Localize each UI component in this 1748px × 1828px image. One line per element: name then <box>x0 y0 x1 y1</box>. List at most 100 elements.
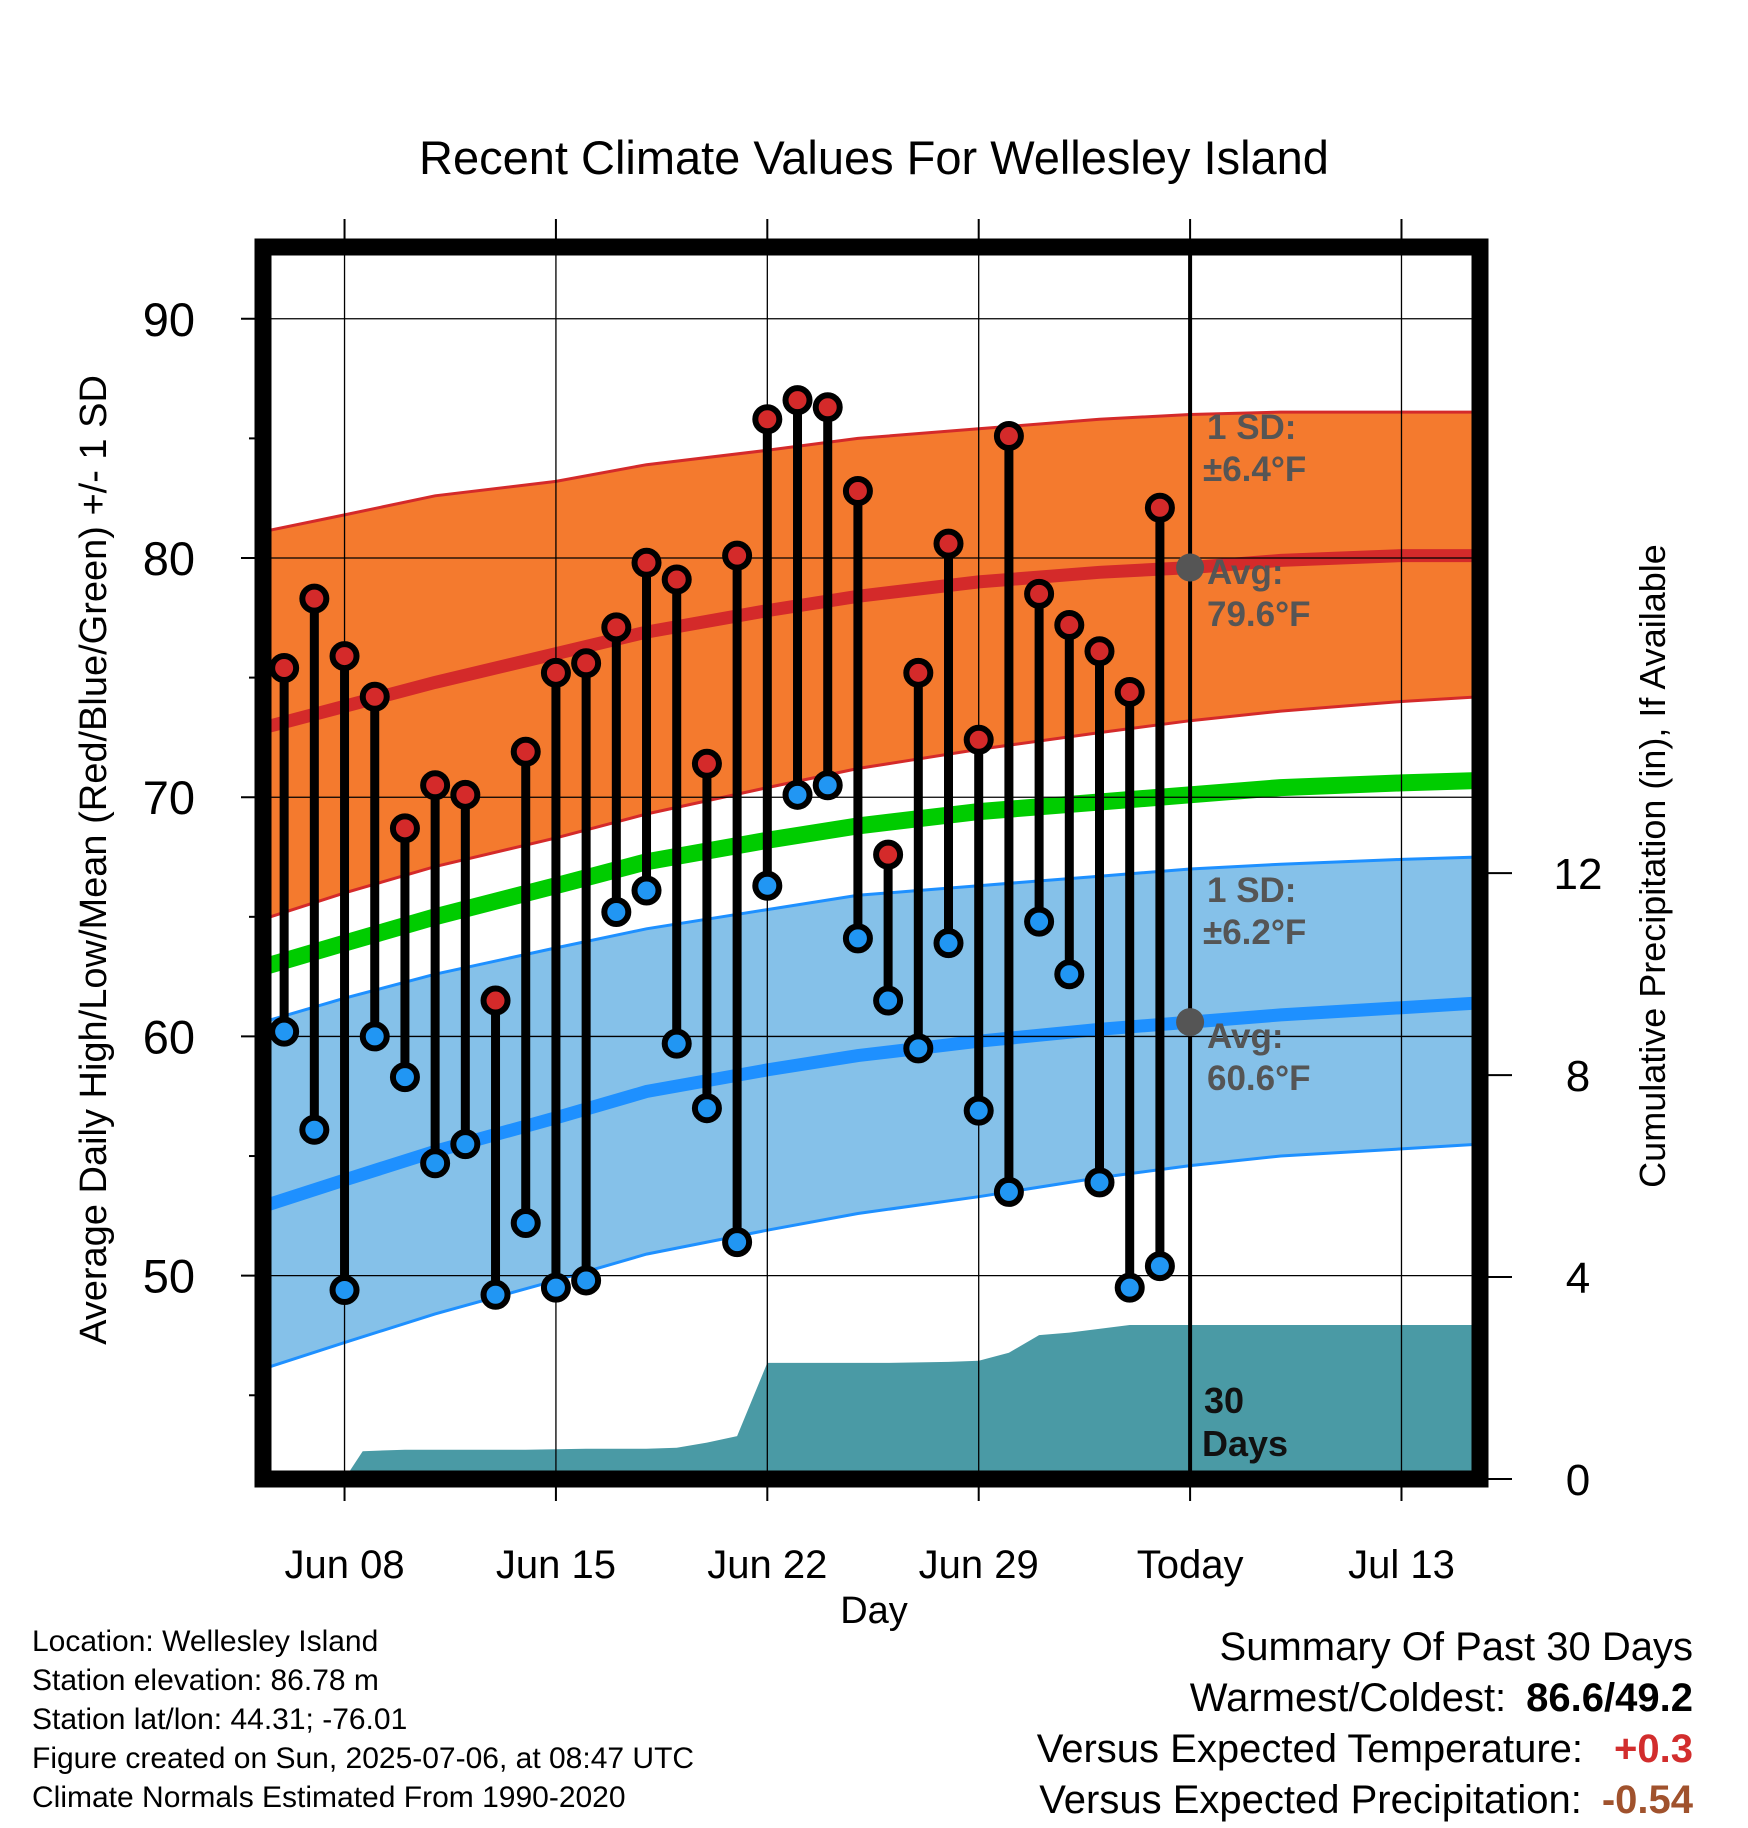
low-avg-annotation: Avg: 60.6°F <box>1207 1017 1311 1098</box>
daily-high-point <box>420 770 451 801</box>
y-left-tick-label: 50 <box>143 1250 195 1303</box>
daily-high-point <box>1114 676 1145 707</box>
y-right-tick-label: 0 <box>1566 1456 1590 1505</box>
daily-low-point <box>722 1227 753 1258</box>
daily-high-point <box>299 583 330 614</box>
precip-label: Versus Expected Precipitation: <box>1039 1778 1582 1822</box>
daily-low-point <box>510 1208 541 1239</box>
daily-low-point <box>993 1176 1024 1207</box>
period-annotation: 30 Days <box>1202 1380 1288 1464</box>
x-axis-label: Day <box>840 1590 908 1632</box>
x-tick-label: Jun 15 <box>496 1543 616 1587</box>
station-info: Location: Wellesley Island Station eleva… <box>32 1622 694 1817</box>
x-tick-label: Today <box>1137 1543 1244 1587</box>
daily-high-point <box>993 420 1024 451</box>
daily-low-point <box>933 928 964 959</box>
normal-low-band <box>263 857 1480 1369</box>
created-text: Figure created on Sun, 2025-07-06, at 08… <box>32 1742 695 1775</box>
daily-low-point <box>691 1093 722 1124</box>
y-right-tick-label: 12 <box>1554 850 1603 899</box>
daily-low-point <box>1054 959 1085 990</box>
y-left-tick-label: 70 <box>143 771 195 824</box>
daily-high-point <box>329 641 360 672</box>
daily-high-point <box>1144 492 1175 523</box>
daily-high-point <box>661 564 692 595</box>
elevation-text: Station elevation: 86.78 m <box>32 1664 379 1697</box>
normal-high-upper-line <box>263 410 1480 534</box>
x-tick-label: Jun 08 <box>284 1543 404 1587</box>
daily-high-point <box>903 657 934 688</box>
daily-low-point <box>782 779 813 810</box>
x-tick-label: Jun 22 <box>707 1543 827 1587</box>
daily-high-point <box>480 985 511 1016</box>
latlon-text: Station lat/lon: 44.31; -76.01 <box>32 1703 408 1736</box>
normals-text: Climate Normals Estimated From 1990-2020 <box>32 1781 626 1814</box>
low-sd-value: ±6.2°F <box>1203 913 1306 952</box>
y-right-tick-label: 8 <box>1566 1052 1590 1101</box>
high-avg-annotation: Avg: 79.6°F <box>1207 553 1311 634</box>
warm-cold-row: Warmest/Coldest: 86.6/49.2 <box>1037 1673 1693 1724</box>
daily-high-point <box>540 657 571 688</box>
daily-low-point <box>329 1275 360 1306</box>
daily-low-point <box>1084 1167 1115 1198</box>
daily-high-point <box>691 748 722 779</box>
daily-low-point <box>661 1028 692 1059</box>
daily-low-point <box>752 870 783 901</box>
daily-high-point <box>722 540 753 571</box>
daily-low-point <box>389 1062 420 1093</box>
location-text: Location: Wellesley Island <box>32 1625 379 1658</box>
daily-high-point <box>631 547 662 578</box>
warm-cold-value: 86.6/49.2 <box>1526 1676 1693 1720</box>
daily-low-point <box>420 1148 451 1179</box>
summary-heading: Summary Of Past 30 Days <box>1219 1625 1693 1669</box>
y-right-tick-label: 4 <box>1566 1254 1590 1303</box>
daily-high-point <box>933 528 964 559</box>
daily-high-point <box>963 724 994 755</box>
daily-high-point <box>359 681 390 712</box>
daily-low-point <box>571 1265 602 1296</box>
x-tick-label: Jul 13 <box>1348 1543 1455 1587</box>
high-avg-value: 79.6°F <box>1207 595 1311 634</box>
daily-low-point <box>963 1095 994 1126</box>
plot-frame <box>254 238 1489 1488</box>
x-tick-label: Jun 29 <box>919 1543 1039 1587</box>
y-left-tick-label: 90 <box>143 293 195 346</box>
y-left-tick-label: 80 <box>143 532 195 585</box>
daily-low-point <box>903 1033 934 1064</box>
daily-low-point <box>269 1016 300 1047</box>
daily-low-point <box>1114 1272 1145 1303</box>
normal-low-lower-line <box>263 1142 1480 1371</box>
daily-high-point <box>1054 609 1085 640</box>
precip-row: Versus Expected Precipitation: -0.54 <box>1037 1775 1693 1826</box>
high-avg-label: Avg: <box>1207 553 1283 592</box>
temp-row: Versus Expected Temperature: +0.3 <box>1037 1724 1693 1775</box>
precip-area <box>344 1325 1480 1479</box>
daily-high-point <box>510 736 541 767</box>
low-sd-annotation: 1 SD: ±6.2°F <box>1203 871 1306 952</box>
daily-high-point <box>389 813 420 844</box>
today-low-avg-marker <box>1176 1008 1205 1037</box>
daily-high-point <box>812 392 843 423</box>
temp-value: +0.3 <box>1614 1727 1693 1771</box>
precip-value: -0.54 <box>1601 1778 1693 1822</box>
daily-low-point <box>601 897 632 928</box>
daily-high-point <box>1024 578 1055 609</box>
daily-low-point <box>450 1129 481 1160</box>
daily-low-point <box>359 1021 390 1052</box>
daily-low-point <box>1024 906 1055 937</box>
period-number: 30 <box>1204 1380 1244 1421</box>
summary-panel: Summary Of Past 30 Days Warmest/Coldest:… <box>1037 1622 1693 1826</box>
plot-content <box>263 247 1480 1479</box>
normal-high-band <box>263 412 1480 920</box>
daily-high-point <box>269 653 300 684</box>
high-sd-label: 1 SD: <box>1207 408 1296 447</box>
axes: 50 60 70 80 90 0 4 8 12 Jun 08 Jun 15 Jun 22 Jun 29 T… <box>143 219 1603 1587</box>
daily-low-point <box>842 923 873 954</box>
daily-low-point <box>540 1272 571 1303</box>
low-avg-label: Avg: <box>1207 1017 1283 1056</box>
daily-high-point <box>571 648 602 679</box>
y-axis-right-label: Cumulative Precipitation (in), If Availa… <box>1632 544 1673 1188</box>
daily-low-point <box>299 1114 330 1145</box>
daily-high-point <box>842 476 873 507</box>
warm-cold-label: Warmest/Coldest: <box>1189 1676 1507 1720</box>
